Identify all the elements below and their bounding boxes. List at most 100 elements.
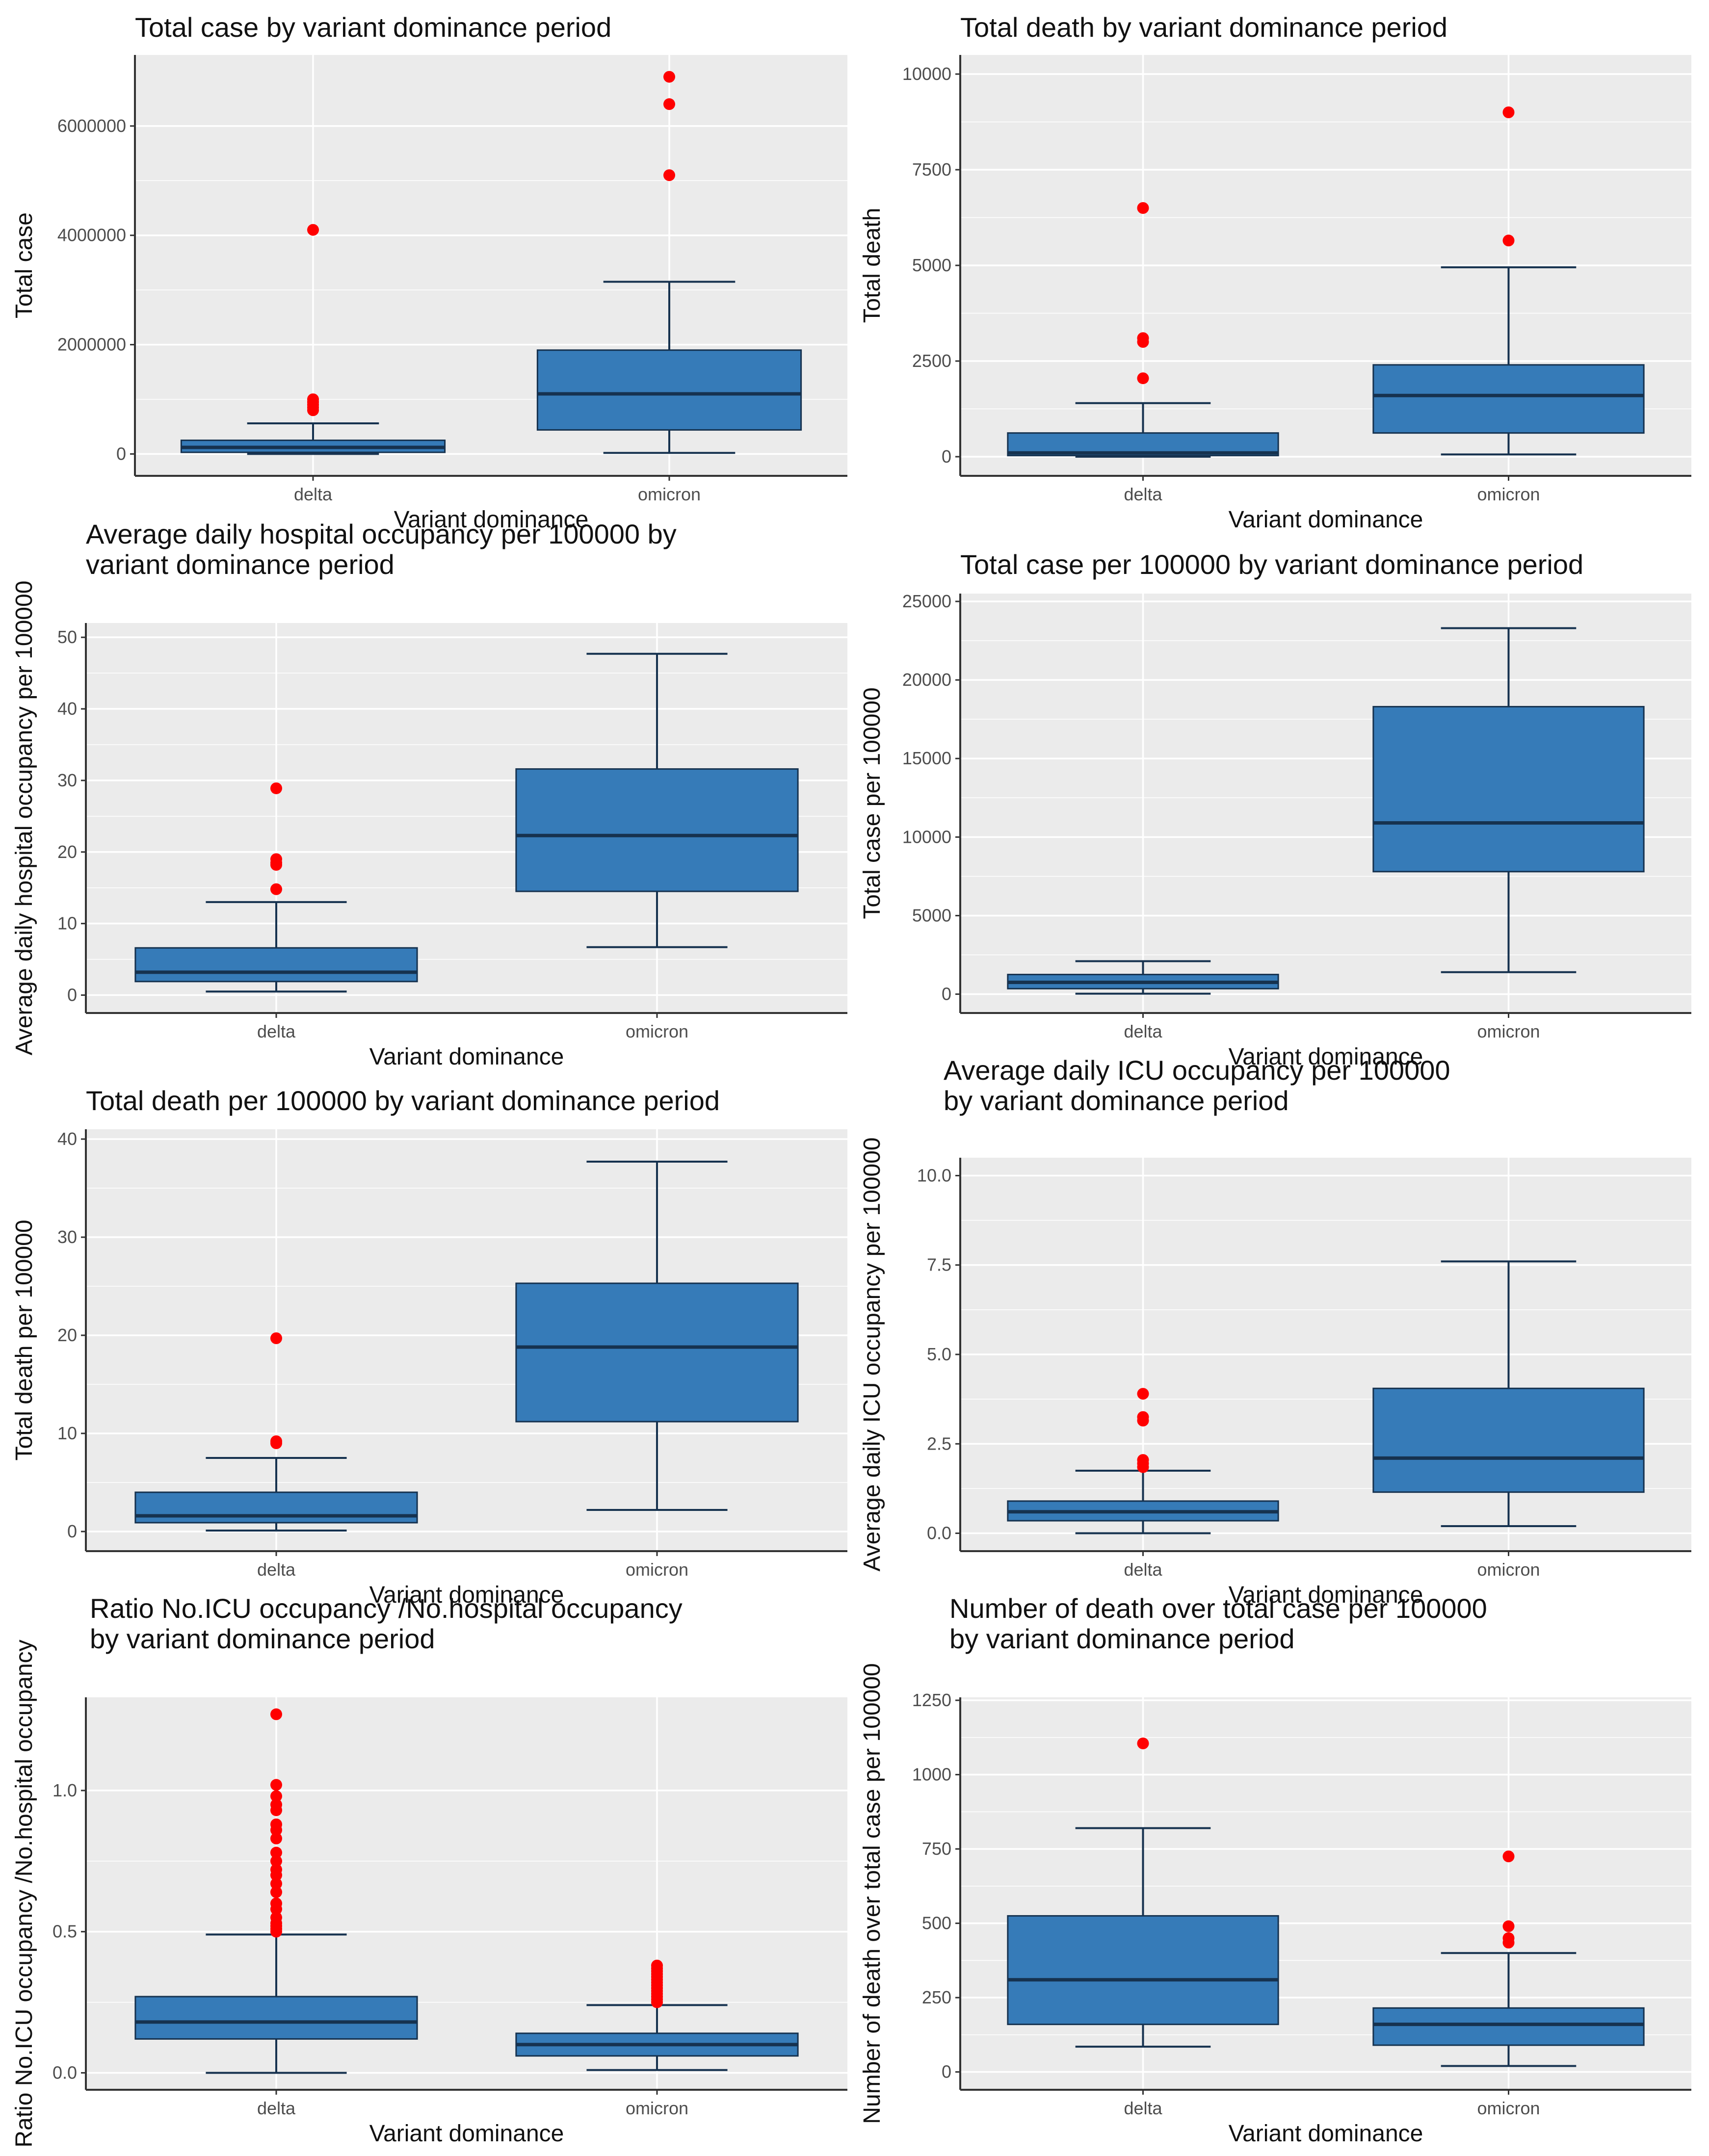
x-axis-label: Variant dominance (394, 507, 589, 533)
chart-panel-5: Total death per 100000 by variant domina… (11, 1085, 847, 1608)
outlier-point (663, 71, 675, 83)
x-tick-label: delta (1124, 1559, 1162, 1580)
y-tick-label: 10000 (902, 827, 951, 847)
outlier-point (307, 224, 319, 236)
outlier-point (1137, 336, 1149, 348)
box-delta (134, 782, 418, 993)
y-tick-label: 20 (57, 842, 77, 862)
y-tick-label: 4000000 (57, 225, 126, 245)
box-iqr (1372, 364, 1645, 434)
y-tick-label: 5.0 (927, 1344, 951, 1364)
y-tick-label: 10000 (902, 64, 951, 84)
y-tick-label: 1.0 (53, 1780, 77, 1800)
y-tick-label: 6000000 (57, 116, 126, 136)
y-tick-label: 5000 (912, 255, 951, 275)
outlier-point (270, 1846, 282, 1859)
y-axis-label: Average daily ICU occupancy per 100000 (859, 1138, 885, 1572)
outlier-point (270, 1824, 282, 1836)
box-omicron (1372, 627, 1645, 973)
chart-panel-2: Total death by variant dominance period 0… (859, 12, 1691, 533)
y-tick-label: 2000000 (57, 335, 126, 355)
outlier-point (1137, 1414, 1149, 1427)
box-iqr (134, 1996, 418, 2040)
outlier-point (651, 1996, 663, 2008)
box-omicron (515, 1161, 799, 1511)
y-tick-label: 30 (57, 1227, 77, 1247)
y-tick-label: 0.5 (53, 1922, 77, 1942)
x-tick-label: delta (257, 1559, 296, 1580)
chart-title-line: Average daily ICU occupancy per 100000 (944, 1055, 1450, 1086)
box-delta (1007, 1737, 1279, 2048)
outlier-point (270, 1779, 282, 1791)
x-tick-label: omicron (1477, 1021, 1540, 1041)
box-iqr (1372, 706, 1645, 873)
y-tick-label: 20 (57, 1325, 77, 1345)
box-iqr (515, 768, 799, 892)
y-tick-label: 2.5 (927, 1433, 951, 1454)
x-axis-label: Variant dominance (369, 1044, 564, 1070)
outlier-point (1137, 1461, 1149, 1473)
chart-title-line: Number of death over total case per 1000… (949, 1593, 1487, 1624)
box-delta (134, 1708, 418, 2074)
chart-panel-3: Average daily hospital occupancy per 100… (11, 519, 847, 1070)
x-tick-label: omicron (638, 484, 701, 504)
outlier-point (270, 1332, 282, 1344)
x-tick-label: omicron (626, 1559, 688, 1580)
y-axis-label: Total case per 100000 (859, 687, 885, 919)
outlier-point (1137, 1737, 1149, 1749)
y-tick-label: 500 (922, 1913, 951, 1933)
outlier-point (1502, 1920, 1515, 1932)
outlier-point (270, 1832, 282, 1844)
y-axis-label: Number of death over total case per 1000… (859, 1663, 885, 2124)
x-tick-label: delta (257, 1021, 296, 1041)
y-tick-label: 7.5 (927, 1255, 951, 1275)
box-iqr (536, 349, 802, 431)
x-tick-label: delta (257, 2098, 296, 2118)
outlier-point (270, 1804, 282, 1817)
chart-title-line: Total case by variant dominance period (135, 12, 611, 43)
chart-title-line: by variant dominance period (90, 1623, 435, 1654)
x-tick-label: omicron (1477, 1559, 1540, 1580)
y-tick-label: 1000 (912, 1765, 951, 1785)
chart-title-line: Total death by variant dominance period (960, 12, 1447, 43)
chart-panel-7: Ratio No.ICU occupancy /No.hospital occu… (11, 1593, 847, 2148)
outlier-point (1502, 234, 1515, 247)
y-tick-label: 20000 (902, 670, 951, 690)
box-iqr (515, 1282, 799, 1423)
y-tick-label: 750 (922, 1839, 951, 1859)
y-tick-label: 0.0 (927, 1523, 951, 1543)
y-tick-label: 40 (57, 1129, 77, 1149)
x-tick-label: omicron (626, 2098, 688, 2118)
box-iqr (1007, 1915, 1279, 2026)
outlier-point (270, 859, 282, 871)
box-iqr (1372, 2007, 1645, 2046)
chart-title-line: variant dominance period (86, 549, 394, 580)
y-axis-label: Ratio No.ICU occupancy /No.hospital occu… (11, 1639, 37, 2147)
y-tick-label: 5000 (912, 905, 951, 925)
box-omicron (1372, 106, 1645, 456)
y-tick-label: 50 (57, 627, 77, 647)
y-tick-label: 250 (922, 1987, 951, 2007)
box-omicron (515, 1959, 799, 2071)
box-delta (134, 1332, 418, 1532)
y-tick-label: 25000 (902, 591, 951, 611)
y-tick-label: 40 (57, 699, 77, 719)
x-tick-label: omicron (626, 1021, 688, 1041)
chart-title-line: Total case per 100000 by variant dominan… (960, 549, 1583, 580)
y-tick-label: 0 (116, 443, 126, 464)
y-tick-label: 0 (942, 446, 951, 467)
x-axis-label: Variant dominance (1229, 1044, 1423, 1070)
box-delta (1007, 960, 1279, 995)
box-omicron (536, 71, 802, 454)
chart-title-line: Total death per 100000 by variant domina… (86, 1085, 720, 1116)
outlier-point (270, 1903, 282, 1915)
y-axis-label: Total death per 100000 (11, 1220, 37, 1460)
outlier-point (663, 98, 675, 110)
y-tick-label: 0 (67, 985, 77, 1005)
x-axis-label: Variant dominance (369, 1582, 564, 1608)
y-tick-label: 0 (942, 984, 951, 1004)
box-omicron (515, 652, 799, 948)
outlier-point (663, 169, 675, 182)
x-tick-label: omicron (1477, 2098, 1540, 2118)
x-axis-label: Variant dominance (1229, 2121, 1423, 2147)
